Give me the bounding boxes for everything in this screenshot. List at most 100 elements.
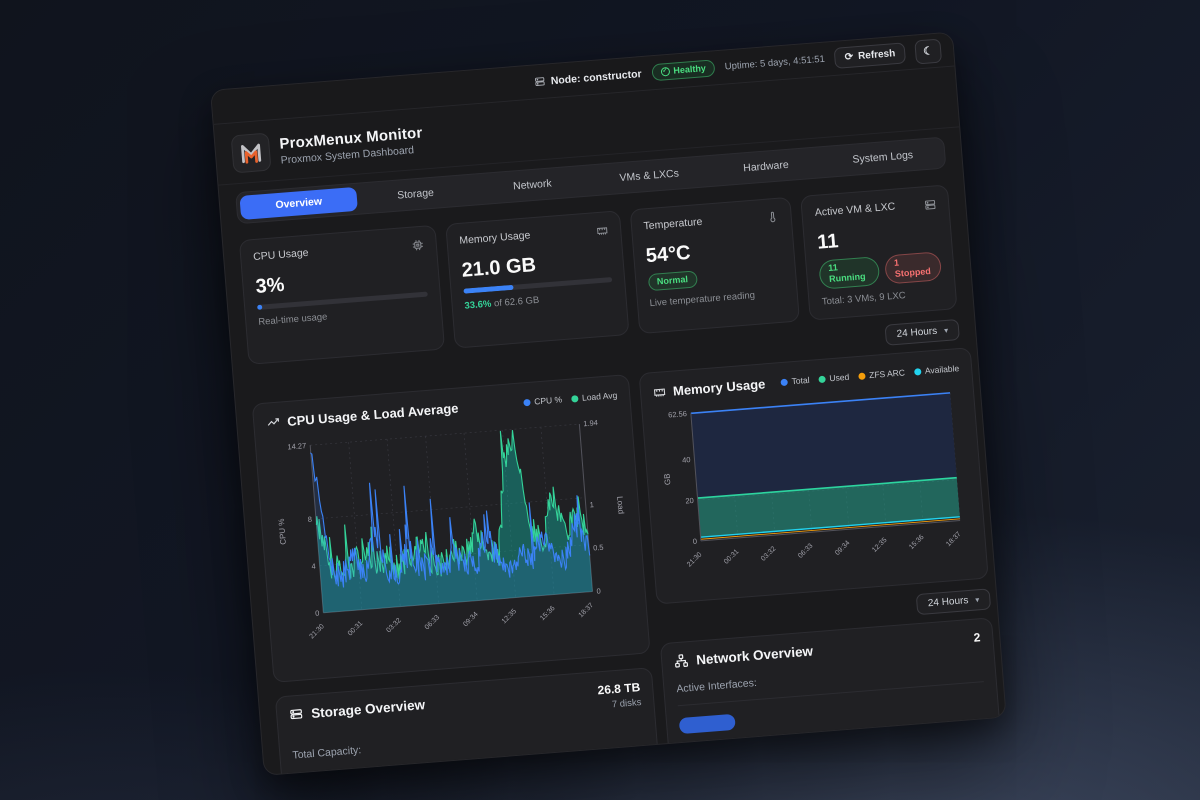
hard-drive-icon: [290, 709, 303, 720]
memory-progress-fill: [463, 284, 514, 294]
theme-toggle-button[interactable]: ☾: [914, 38, 943, 65]
svg-text:CPU %: CPU %: [277, 518, 288, 545]
network-overview-card: Network Overview 2 Active Interfaces:: [659, 616, 1006, 776]
legend-dot-load: [570, 394, 579, 403]
tab-vms-lxcs[interactable]: VMs & LXCs: [619, 167, 680, 185]
storage-summary: 26.8 TB 7 disks: [597, 680, 642, 711]
app-header: ProxMenux Monitor Proxmox System Dashboa…: [213, 66, 960, 186]
svg-text:18:37: 18:37: [945, 530, 962, 547]
svg-text:Load: Load: [615, 495, 625, 513]
uptime-label: Uptime: 5 days, 4:51:51: [724, 53, 826, 73]
svg-text:40: 40: [682, 455, 691, 465]
time-range-dropdown-bottom[interactable]: 24 Hours ▾: [916, 587, 992, 615]
legend-label-total: Total: [791, 374, 810, 387]
svg-text:00:31: 00:31: [723, 548, 740, 565]
svg-text:09:34: 09:34: [834, 539, 851, 556]
legend-label-cpu: CPU %: [533, 394, 563, 407]
cpu-chart-legend: CPU % Load Avg: [523, 390, 618, 407]
svg-text:12:35: 12:35: [501, 607, 518, 624]
svg-text:21:30: 21:30: [308, 623, 325, 640]
node-label: Node: constructor: [550, 67, 643, 87]
network-card-title: Network Overview: [695, 642, 814, 668]
tab-hardware[interactable]: Hardware: [742, 158, 790, 175]
header-text: ProxMenux Monitor Proxmox System Dashboa…: [279, 124, 424, 166]
svg-text:0: 0: [692, 536, 697, 545]
cpu-progress-fill: [257, 304, 263, 310]
tab-storage[interactable]: Storage: [396, 186, 435, 202]
refresh-icon: ⟳: [844, 51, 854, 64]
proxmenux-logo-icon: [241, 143, 262, 164]
svg-text:20: 20: [685, 495, 694, 505]
memory-chart-title: Memory Usage: [672, 375, 766, 399]
svg-text:1.94: 1.94: [583, 418, 598, 428]
vm-running-badge: 11 Running: [818, 256, 881, 290]
legend-label-load: Load Avg: [581, 390, 618, 403]
svg-text:14.27: 14.27: [287, 441, 306, 451]
svg-text:00:31: 00:31: [347, 620, 364, 637]
legend-dot-total: [780, 378, 788, 386]
time-range-dropdown-top[interactable]: 24 Hours ▾: [884, 318, 960, 346]
temperature-value: 54°C: [645, 241, 692, 268]
thermometer-icon: [767, 210, 780, 229]
temperature-card: Temperature 54°C Normal Live temperature…: [629, 196, 801, 334]
legend-label-zfs-arc: ZFS ARC: [868, 367, 906, 381]
vm-count-value: 11: [816, 230, 840, 254]
svg-text:12:35: 12:35: [871, 536, 888, 553]
temperature-status-badge: Normal: [647, 270, 698, 292]
right-column: Memory Usage Total Used ZFS ARC Availabl…: [638, 346, 1006, 776]
left-column: CPU Usage & Load Average CPU % Load Avg …: [251, 373, 665, 776]
memory-card-caption: 33.6% of 62.6 GB: [464, 289, 613, 312]
charts-grid: CPU Usage & Load Average CPU % Load Avg …: [251, 346, 1006, 776]
refresh-label: Refresh: [857, 48, 896, 63]
svg-text:06:33: 06:33: [424, 613, 441, 630]
svg-text:18:37: 18:37: [578, 601, 595, 618]
svg-text:03:32: 03:32: [760, 545, 777, 562]
legend-dot-zfs-arc: [857, 371, 866, 380]
server-stack-icon: [924, 197, 937, 216]
storage-capacity-value: 26.8 TB: [597, 679, 641, 697]
temperature-card-title: Temperature: [643, 215, 703, 233]
network-icon: [675, 654, 689, 668]
memory-usage-card: Memory Usage 21.0 GB 33.6% of 62.6 GB: [445, 210, 630, 349]
active-vm-lxc-card: Active VM & LXC 11 11 Running 1 Stopped …: [800, 184, 958, 321]
storage-card-title: Storage Overview: [310, 696, 426, 721]
node-indicator: Node: constructor: [534, 68, 642, 88]
storage-disks-value: 7 disks: [611, 696, 642, 710]
chevron-down-icon: ▾: [943, 325, 949, 335]
legend-label-used: Used: [829, 371, 850, 384]
memory-chart-card: Memory Usage Total Used ZFS ARC Availabl…: [638, 346, 989, 605]
time-range-label-2: 24 Hours: [927, 594, 969, 609]
trending-up-icon: [267, 418, 280, 426]
cpu-chart-canvas: 0 4 8 14.27 0 0.5 1 1.94 21:30 00:31 03:32 06:33 09:…: [277, 418, 626, 640]
legend-label-available: Available: [924, 363, 960, 376]
svg-text:0.5: 0.5: [593, 542, 604, 552]
tab-network[interactable]: Network: [512, 177, 553, 193]
svg-text:09:34: 09:34: [462, 610, 479, 627]
stat-cards-row: CPU Usage 3% Real-time usage Memory Usag…: [238, 184, 958, 365]
svg-text:4: 4: [311, 561, 316, 570]
vm-card-title: Active VM & LXC: [814, 200, 896, 219]
cpu-usage-card: CPU Usage 3% Real-time usage: [238, 224, 445, 365]
main-content: CPU Usage 3% Real-time usage Memory Usag…: [222, 171, 1007, 776]
svg-text:21:30: 21:30: [686, 551, 703, 568]
chevron-down-icon-2: ▾: [974, 594, 980, 605]
network-interface-badge: [678, 713, 736, 734]
tab-overview[interactable]: Overview: [239, 186, 359, 220]
refresh-button[interactable]: ⟳ Refresh: [833, 42, 907, 69]
memory-card-title: Memory Usage: [458, 229, 531, 247]
svg-text:15:36: 15:36: [539, 604, 556, 621]
app-logo: [230, 132, 272, 174]
svg-text:1: 1: [589, 500, 594, 509]
svg-text:15:36: 15:36: [908, 533, 925, 550]
svg-text:0: 0: [596, 586, 601, 595]
health-badge: ✓ Healthy: [650, 59, 716, 82]
health-label: Healthy: [673, 62, 707, 76]
tab-system-logs[interactable]: System Logs: [852, 149, 914, 166]
topbar: Node: constructor ✓ Healthy Uptime: 5 da…: [211, 32, 955, 125]
cpu-load-chart-card: CPU Usage & Load Average CPU % Load Avg …: [251, 373, 651, 683]
memory-usage-value: 21.0 GB: [460, 253, 537, 282]
svg-text:03:32: 03:32: [385, 616, 402, 633]
svg-text:GB: GB: [662, 473, 672, 485]
dashboard-window: Node: constructor ✓ Healthy Uptime: 5 da…: [210, 31, 1007, 776]
